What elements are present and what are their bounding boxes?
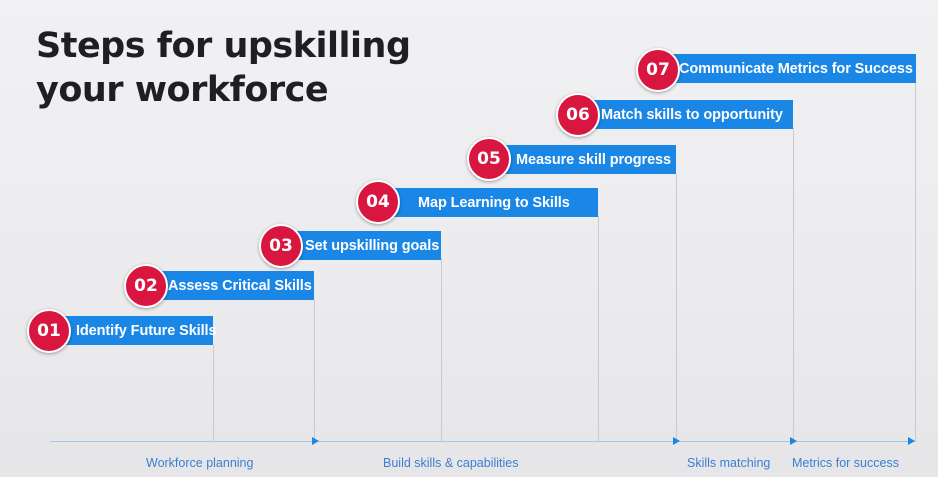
guide-line xyxy=(915,83,916,441)
step-bar-01: Identify Future Skills xyxy=(50,316,217,345)
timeline-axis xyxy=(50,441,916,442)
step-bar-02: Assess Critical Skills xyxy=(146,271,314,300)
step-number-badge: 03 xyxy=(259,224,303,268)
step-label: Map Learning to Skills xyxy=(418,194,570,211)
step-label: Identify Future Skills xyxy=(76,322,217,339)
axis-arrow-marker xyxy=(790,437,797,445)
title-line-1: Steps for upskilling xyxy=(36,26,411,66)
guide-line xyxy=(676,174,677,441)
guide-line xyxy=(441,258,442,441)
step-bar-05: Measure skill progress xyxy=(490,145,676,174)
step-bar-04: Map Learning to Skills xyxy=(379,188,598,217)
step-label: Assess Critical Skills xyxy=(168,277,312,294)
step-label: Measure skill progress xyxy=(516,151,671,168)
step-bar-03: Set upskilling goals xyxy=(282,231,441,260)
title-line-2: your workforce xyxy=(36,70,329,110)
step-number-badge: 07 xyxy=(636,48,680,92)
guide-line xyxy=(793,128,794,441)
step-number-badge: 04 xyxy=(356,180,400,224)
step-bar-07: Communicate Metrics for Success xyxy=(658,54,916,83)
guide-line xyxy=(213,345,214,441)
guide-line xyxy=(314,299,315,441)
phase-label-build-skills: Build skills & capabilities xyxy=(383,456,519,470)
step-number-badge: 05 xyxy=(467,137,511,181)
axis-arrow-marker xyxy=(312,437,319,445)
phase-label-workforce-planning: Workforce planning xyxy=(146,456,254,470)
phase-label-skills-matching: Skills matching xyxy=(687,456,771,470)
step-bar-06: Match skills to opportunity xyxy=(579,100,793,129)
phase-label-metrics-for-success: Metrics for success xyxy=(792,456,899,470)
step-number-badge: 06 xyxy=(556,93,600,137)
page-title: Steps for upskilling your workforce xyxy=(36,24,411,112)
step-label: Set upskilling goals xyxy=(305,237,440,254)
step-label: Match skills to opportunity xyxy=(601,106,783,123)
step-number-badge: 02 xyxy=(124,264,168,308)
step-label: Communicate Metrics for Success xyxy=(679,60,913,77)
axis-arrow-marker xyxy=(673,437,680,445)
axis-arrow-marker xyxy=(908,437,915,445)
guide-line xyxy=(598,216,599,441)
step-number-badge: 01 xyxy=(27,309,71,353)
